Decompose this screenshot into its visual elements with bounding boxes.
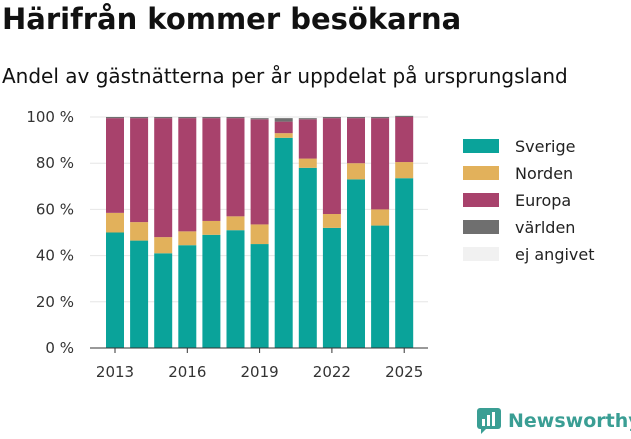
bar-segment-sverige-2018 [226,230,245,348]
bar-segment-sverige-2015 [154,253,173,348]
bar-segment-världen-2021 [298,118,317,120]
bar-segment-sverige-2025 [395,178,414,348]
bar-segment-europa-2021 [298,119,317,159]
legend-swatch [463,193,499,207]
legend-swatch [463,247,499,261]
bar-segment-norden-2024 [371,209,390,226]
bar-segment-sverige-2024 [371,225,390,348]
bar-segment-världen-2022 [322,117,341,119]
chart-bubble-icon [477,408,501,434]
bar-segment-norden-2013 [106,212,124,233]
bar-segment-världen-2025 [395,115,414,117]
legend-label: Sverige [515,137,576,156]
bar-segment-europa-2014 [130,118,149,223]
bar-segment-sverige-2023 [347,179,365,348]
bar-segment-europa-2023 [347,118,365,164]
bar-segment-europa-2016 [178,118,197,232]
bar-segment-världen-2019 [250,118,269,120]
bar-segment-europa-2024 [371,118,390,210]
y-tick-label: 100 % [26,108,74,126]
bar-segment-europa-2018 [226,118,245,217]
bar-segment-europa-2017 [202,118,221,221]
bar-segment-norden-2017 [202,220,221,235]
legend: Sverige Norden Europa världen ej angivet [463,137,595,264]
chart-title: Härifrån kommer besökarna [2,2,462,36]
bar-segment-sverige-2020 [274,137,293,348]
legend-label: Norden [515,164,573,183]
bar-segment-norden-2025 [395,162,414,179]
bar-segment-världen-2024 [371,117,390,119]
bar-segment-världen-2014 [130,117,149,119]
bar-segment-världen-2017 [202,117,221,119]
x-tick-label: 2016 [168,363,206,381]
legend-swatch [463,220,499,234]
bar-segment-norden-2021 [298,158,317,168]
bar-segment-europa-2013 [106,118,124,213]
bars [106,115,414,348]
bar-segment-norden-2014 [130,222,149,241]
legend-label: ej angivet [515,245,595,264]
axes: 0 % 20 % 40 % 60 % 80 % 100 % 2013 2016 2019 2022… [26,108,428,381]
bar-segment-europa-2025 [395,117,414,163]
x-tick-label: 2025 [385,363,423,381]
bar-segment-världen-2020 [274,118,293,122]
x-tick-label: 2013 [96,363,134,381]
bar-segment-europa-2015 [154,118,173,238]
bar-segment-världen-2015 [154,117,173,119]
bar-segment-sverige-2014 [130,240,149,348]
x-tick-label: 2022 [313,363,351,381]
y-tick-label: 0 % [45,339,74,357]
bar-segment-norden-2015 [154,237,173,254]
legend-label: Europa [515,191,571,210]
brand-name: Newsworthy [508,410,631,432]
bar-segment-världen-2016 [178,117,197,119]
y-tick-label: 60 % [36,200,74,218]
bar-segment-europa-2020 [274,121,293,134]
chart-subtitle: Andel av gästnätterna per år uppdelat på… [2,64,568,88]
bar-segment-världen-2013 [106,117,124,119]
bar-segment-norden-2022 [322,214,341,228]
bar-segment-världen-2018 [226,117,245,119]
y-tick-label: 80 % [36,154,74,172]
bar-segment-sverige-2022 [322,227,341,348]
legend-swatch [463,139,499,153]
brand-logo: Newsworthy [476,407,631,435]
bar-segment-sverige-2013 [106,232,124,348]
bar-segment-europa-2022 [322,118,341,215]
bar-segment-sverige-2016 [178,245,197,348]
bar-segment-sverige-2021 [298,167,317,348]
y-tick-label: 20 % [36,293,74,311]
bar-segment-europa-2019 [250,119,269,225]
bar-segment-norden-2020 [274,133,293,138]
bar-segment-norden-2018 [226,216,245,231]
bar-segment-norden-2019 [250,224,269,245]
bar-segment-norden-2016 [178,231,197,246]
bar-segment-sverige-2019 [250,244,269,348]
legend-label: världen [515,218,575,237]
y-tick-label: 40 % [36,247,74,265]
bar-segment-norden-2023 [347,163,365,180]
x-tick-label: 2019 [241,363,279,381]
bar-segment-sverige-2017 [202,234,221,348]
legend-swatch [463,166,499,180]
bar-segment-världen-2023 [347,117,365,119]
